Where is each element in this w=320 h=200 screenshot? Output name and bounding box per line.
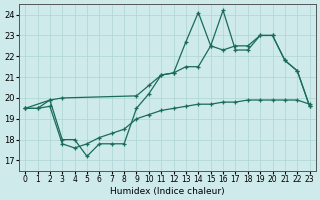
X-axis label: Humidex (Indice chaleur): Humidex (Indice chaleur) — [110, 187, 225, 196]
